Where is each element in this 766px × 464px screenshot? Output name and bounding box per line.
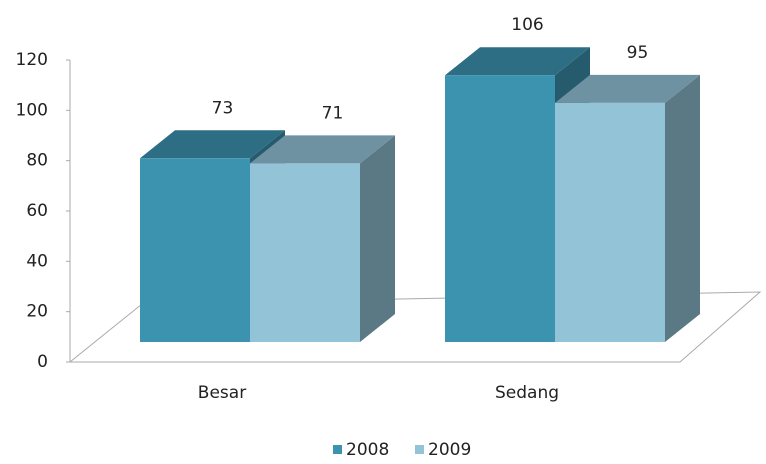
value-label: 106 [511, 15, 543, 35]
bar [250, 163, 360, 342]
legend-label: 2009 [428, 440, 471, 460]
bar-top [445, 47, 590, 76]
y-tick-label: 60 [26, 201, 48, 221]
bar-top [140, 130, 285, 159]
y-tick-label: 120 [16, 50, 48, 70]
x-tick-label: Besar [198, 383, 246, 403]
bar-side [665, 74, 700, 343]
value-label: 73 [212, 98, 234, 118]
bar-top [555, 74, 700, 103]
y-tick-label: 20 [26, 302, 48, 322]
value-label: 71 [322, 103, 344, 123]
y-tick-label: 80 [26, 151, 48, 171]
bar-top [250, 135, 395, 164]
bar [140, 158, 250, 342]
legend-swatch [415, 445, 424, 454]
legend-swatch [333, 445, 342, 454]
legend-label: 2008 [346, 440, 389, 460]
bar [555, 102, 665, 343]
y-tick-label: 40 [26, 251, 48, 271]
y-tick-label: 0 [37, 352, 48, 372]
x-tick-label: Sedang [495, 383, 559, 403]
y-tick-label: 100 [16, 100, 48, 120]
bar [445, 75, 555, 342]
bar-side [360, 135, 395, 342]
value-label: 95 [627, 43, 649, 63]
